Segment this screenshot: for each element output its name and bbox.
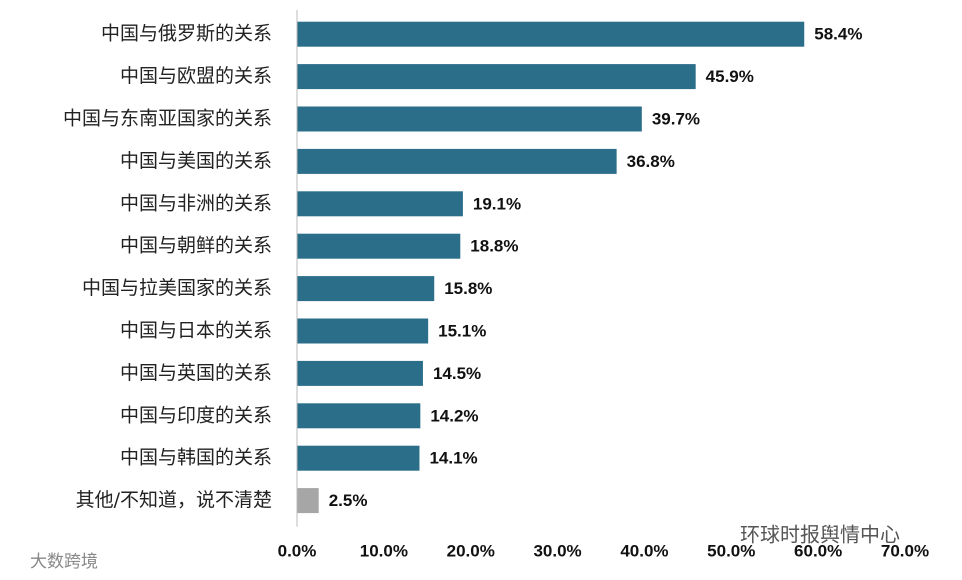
bar	[297, 318, 429, 344]
category-label: 中国与俄罗斯的关系	[101, 23, 272, 45]
category-label: 其他/不知道，说不清楚	[76, 489, 272, 511]
value-label: 36.8%	[627, 152, 675, 171]
watermark: 大数跨境	[30, 552, 98, 572]
bar	[297, 276, 435, 302]
x-tick-label: 10.0%	[360, 541, 408, 560]
source: 环球时报舆情中心	[740, 523, 900, 547]
category-label: 中国与东南亚国家的关系	[63, 108, 272, 130]
value-label: 45.9%	[706, 67, 754, 86]
value-label: 2.5%	[329, 491, 368, 510]
bar	[297, 191, 463, 217]
category-label: 中国与英国的关系	[120, 362, 272, 384]
value-label: 14.2%	[430, 406, 478, 425]
category-label: 中国与日本的关系	[120, 320, 272, 342]
value-label: 14.5%	[433, 364, 481, 383]
bar	[297, 106, 642, 132]
category-label: 中国与非洲的关系	[120, 192, 272, 214]
bar	[297, 64, 696, 90]
x-tick-label: 0.0%	[278, 541, 317, 560]
x-tick-label: 40.0%	[620, 541, 668, 560]
x-tick-label: 30.0%	[533, 541, 581, 560]
value-label: 58.4%	[814, 25, 862, 44]
x-tick-label: 70.0%	[881, 541, 929, 560]
value-label: 39.7%	[652, 109, 700, 128]
category-label: 中国与拉美国家的关系	[82, 277, 272, 299]
value-label: 18.8%	[470, 237, 518, 256]
x-tick-label: 20.0%	[447, 541, 495, 560]
x-tick-label: 50.0%	[707, 541, 755, 560]
bar	[297, 445, 420, 471]
value-label: 15.8%	[444, 279, 492, 298]
bar	[297, 148, 617, 174]
category-label: 中国与欧盟的关系	[120, 65, 272, 87]
bar	[297, 233, 461, 259]
value-label: 14.1%	[429, 449, 477, 468]
bar	[297, 403, 421, 429]
value-label: 15.1%	[438, 321, 486, 340]
bar	[297, 488, 319, 514]
bar	[297, 21, 805, 47]
bar	[297, 360, 423, 386]
category-label: 中国与朝鲜的关系	[120, 235, 272, 257]
value-label: 19.1%	[473, 194, 521, 213]
category-label: 中国与印度的关系	[120, 404, 272, 426]
category-label: 中国与韩国的关系	[120, 447, 272, 469]
category-label: 中国与美国的关系	[120, 150, 272, 172]
x-tick-label: 60.0%	[794, 541, 842, 560]
